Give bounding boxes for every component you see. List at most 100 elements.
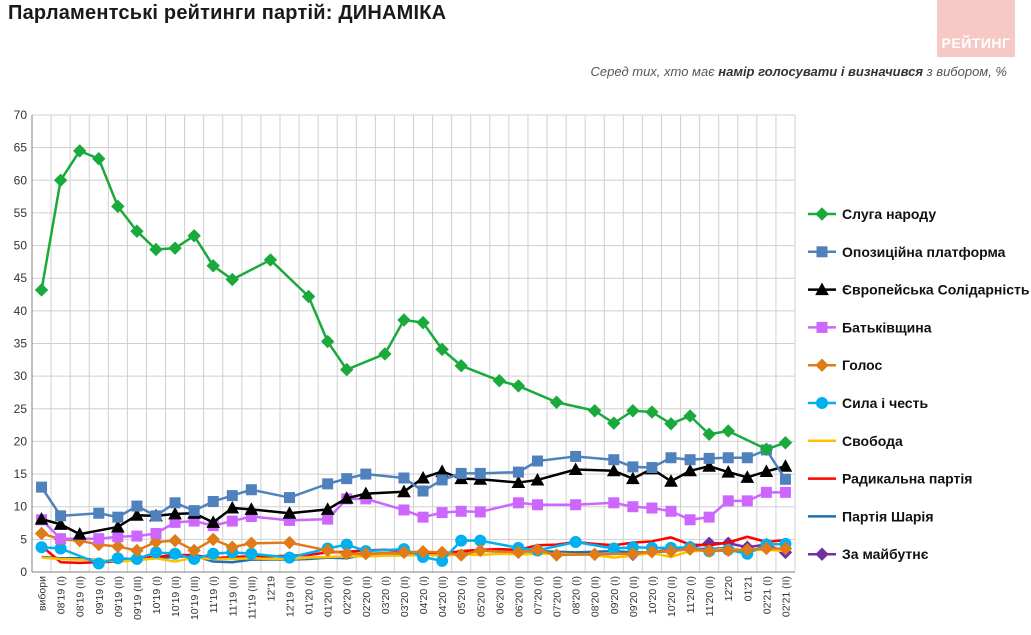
legend-label: Радикальна партія	[842, 471, 972, 487]
series-4-point	[646, 502, 658, 514]
series-2-point	[703, 452, 715, 464]
x-tick-label: 10'20 (II)	[666, 576, 678, 617]
x-tick-label: 07'20 (I)	[532, 576, 544, 614]
series-5-point	[340, 547, 354, 561]
x-tick-label: 12'20	[723, 576, 735, 602]
legend-3-point	[815, 282, 829, 296]
series-2-point	[570, 450, 582, 462]
series-2-point	[207, 495, 219, 507]
x-tick-label: 11'20 (II)	[704, 576, 716, 616]
series-2-point	[531, 455, 543, 467]
series-4-point	[665, 505, 677, 517]
series-4-point	[131, 530, 143, 542]
series-2-point	[226, 490, 238, 502]
series-6-point	[207, 547, 220, 560]
series-4-point	[455, 505, 467, 517]
series-2-point	[93, 507, 105, 519]
series-5-point	[320, 543, 335, 558]
series-4-point	[684, 514, 696, 526]
series-1-point	[588, 404, 602, 418]
x-tick-label: 09'20 (II)	[628, 576, 640, 617]
series-1-point	[416, 315, 430, 330]
series-3-point	[130, 508, 144, 521]
series-4-point	[398, 504, 410, 516]
legend-2-point	[816, 246, 828, 258]
series-1-point	[168, 241, 182, 255]
series-5-point	[397, 545, 411, 560]
y-tick-label: 5	[20, 532, 27, 546]
series-6-point	[283, 551, 296, 564]
y-tick-label: 70	[14, 108, 28, 122]
x-tick-label: 10'19 (II)	[170, 576, 182, 617]
series-3-point	[683, 463, 697, 477]
series-1-point	[187, 229, 201, 243]
series-6-point	[35, 541, 48, 554]
x-tick-label: 10'20 (I)	[647, 576, 659, 614]
series-1-point	[130, 224, 144, 238]
series-4-point	[531, 499, 543, 511]
series-5-point	[778, 541, 793, 556]
legend-6-point	[816, 397, 828, 409]
legend-4-point	[816, 321, 828, 333]
series-1-point	[320, 334, 335, 349]
series-4-point	[722, 495, 734, 507]
series-1-point	[225, 272, 239, 287]
y-tick-label: 60	[14, 173, 28, 187]
legend-label: Європейська Солідарність	[842, 282, 1030, 298]
legend-label: Опозиційна платформа	[842, 244, 1006, 260]
series-1-point	[263, 253, 278, 267]
x-tick-label: 08'19 (II)	[75, 576, 87, 617]
x-tick-label: 11'20 (I)	[685, 576, 697, 613]
series-4-point	[627, 501, 639, 513]
series-2-point	[627, 461, 639, 473]
y-tick-label: 50	[14, 239, 28, 253]
series-6-point	[92, 557, 105, 570]
series-2-point	[474, 467, 486, 479]
subtitle-pre: Серед тих, хто має	[590, 64, 719, 79]
y-tick-label: 55	[14, 206, 28, 220]
series-4-point	[150, 527, 162, 539]
series-2-point	[245, 484, 257, 496]
series-4-point	[55, 533, 67, 545]
series-3-point	[225, 500, 240, 514]
series-5-point	[206, 532, 220, 547]
x-tick-label: вибори	[37, 576, 49, 611]
legend-label: Сила і честь	[842, 395, 928, 411]
series-1-point	[626, 404, 640, 418]
series-5-point	[511, 545, 526, 560]
series-5-point	[225, 540, 239, 554]
series-1-point	[111, 199, 125, 214]
series-5-point	[683, 542, 697, 556]
series-3-point	[34, 512, 49, 525]
series-1-point	[454, 358, 468, 373]
y-tick-label: 25	[14, 402, 28, 416]
y-tick-label: 65	[14, 141, 28, 155]
series-2-point	[722, 452, 734, 464]
subtitle-post: з вибором, %	[923, 64, 1007, 79]
x-tick-label: 09'19 (III)	[132, 576, 144, 620]
x-tick-label: 11'19 (II)	[227, 576, 239, 616]
y-tick-label: 15	[14, 467, 28, 481]
x-tick-label: 11'19 (III)	[246, 576, 258, 619]
series-1-point	[492, 374, 507, 388]
legend-label: Свобода	[842, 433, 903, 449]
series-1-point	[759, 442, 774, 456]
x-tick-label: 01'21	[742, 576, 754, 602]
y-tick-label: 20	[14, 434, 28, 448]
series-3-point	[759, 464, 774, 477]
series-3-point	[244, 502, 259, 515]
legend-label: Партія Шарія	[842, 508, 934, 524]
series-2-point	[36, 481, 48, 493]
y-tick-label: 35	[14, 337, 28, 351]
series-2-point	[284, 492, 296, 504]
series-6-point	[111, 552, 124, 565]
series-3-point	[511, 475, 526, 489]
series-5-point	[664, 544, 678, 558]
x-tick-label: 11'19 (I)	[208, 576, 220, 613]
series-2-point	[741, 452, 753, 464]
series-3-point	[358, 486, 373, 500]
series-5-point	[435, 545, 449, 560]
series-4-point	[779, 486, 791, 498]
series-2-point	[112, 511, 124, 523]
series-1-point	[435, 342, 449, 357]
